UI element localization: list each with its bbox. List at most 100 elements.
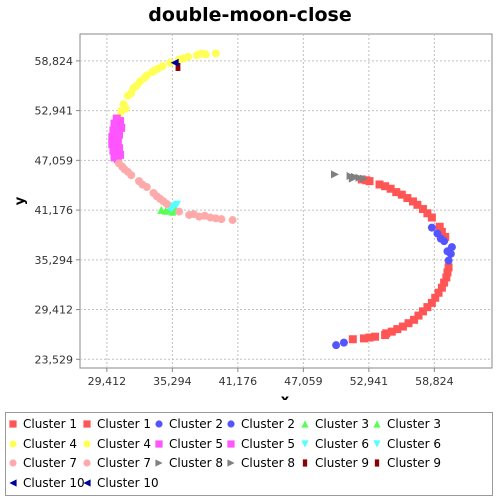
data-point [228,216,237,225]
data-point [108,139,117,148]
legend-marker [9,420,17,428]
legend-marker [374,459,380,467]
legend-swatch [83,478,91,487]
data-point [444,263,453,272]
data-point [398,322,407,331]
legend-label: Cluster 5 [169,436,224,451]
legend-label: Cluster 7 [23,456,78,470]
data-point [441,232,450,241]
data-point [427,213,436,222]
legend-swatch [9,439,17,448]
legend-item: Cluster 8 [226,453,295,473]
y-tick-label: 35,294 [35,254,74,267]
data-point [175,207,184,216]
legend-marker [83,420,91,428]
data-point [170,58,179,67]
legend-marker [83,459,91,467]
data-point [140,73,149,82]
data-point [110,119,119,128]
legend-marker [155,439,163,448]
data-point [355,173,364,182]
data-point [114,130,123,139]
legend-item: Cluster 8 [154,453,223,473]
data-point [444,256,453,265]
data-point [443,247,452,256]
data-point [404,319,413,328]
data-point [414,311,423,320]
data-point [197,49,206,58]
data-point [437,227,446,236]
data-point [403,194,412,203]
data-point [200,211,209,220]
data-point [175,62,181,71]
legend-marker [9,439,17,448]
data-point [434,288,443,297]
legend-swatch [373,439,381,448]
legend-label: Cluster 10 [97,475,159,490]
legend-item: Cluster 1 [82,414,151,434]
data-point [113,137,122,146]
data-point [189,210,198,219]
legend-marker [155,459,163,467]
data-point [386,184,395,193]
data-point [348,335,357,344]
data-point [116,117,125,126]
legend: Cluster 1 Cluster 1 Cluster 2 Cluster 2 Clus… [5,412,493,496]
data-point [418,205,427,214]
data-point [393,325,402,334]
legend-item: Cluster 7 [82,453,151,473]
data-point [381,331,390,340]
data-point [138,180,147,189]
legend-label: Cluster 3 [387,417,442,431]
y-tick-label: 23,529 [35,353,74,366]
legend-swatch [83,459,91,467]
legend-label: Cluster 8 [169,456,224,470]
legend-swatch [374,459,380,467]
legend-marker [83,439,91,448]
data-point [359,174,368,183]
legend-marker [83,478,91,487]
legend-marker [155,420,163,428]
data-point [408,197,417,206]
data-point [118,162,127,171]
y-tick-label: 41,176 [35,204,74,217]
x-tick-label: 52,941 [350,375,389,388]
data-point [159,197,168,206]
data-point [132,81,141,90]
data-point [418,307,427,316]
data-point [172,200,181,209]
legend-swatch [9,478,17,487]
data-point [375,180,384,189]
legend-item: Cluster 4 [82,434,151,454]
chart-title: double-moon-close [148,4,351,26]
legend-swatch [83,439,91,448]
data-point [435,222,444,231]
legend-label: Cluster 6 [387,436,442,451]
legend-marker [301,420,309,428]
x-axis-ticks: 29,412 35,294 41,176 47,059 52,941 58,824 [88,368,454,388]
x-tick-label: 41,176 [219,375,258,388]
chart: double-moon-close 29,412 35,294 41,176 47,0… [13,4,493,400]
data-point [442,273,451,282]
legend-item: Cluster 9 [372,453,441,473]
legend-item: Cluster 1 [8,414,77,434]
y-tick-label: 47,059 [35,154,74,167]
data-point [437,283,446,292]
data-point [153,64,162,73]
legend-marker [373,439,381,448]
data-point [166,58,175,67]
legend-swatch [301,439,309,448]
legend-label: Cluster 2 [169,417,224,431]
y-tick-label: 52,941 [35,105,74,118]
legend-item: Cluster 5 [226,434,295,454]
data-point [109,146,118,155]
legend-item: Cluster 6 [372,434,441,454]
grid-lines [80,34,492,368]
legend-label: Cluster 6 [315,436,370,451]
legend-item: Cluster 2 [226,414,295,434]
legend-marker [301,439,309,448]
data-points [108,49,456,350]
data-point [117,123,126,132]
legend-swatch [227,459,235,467]
data-point [339,338,348,347]
